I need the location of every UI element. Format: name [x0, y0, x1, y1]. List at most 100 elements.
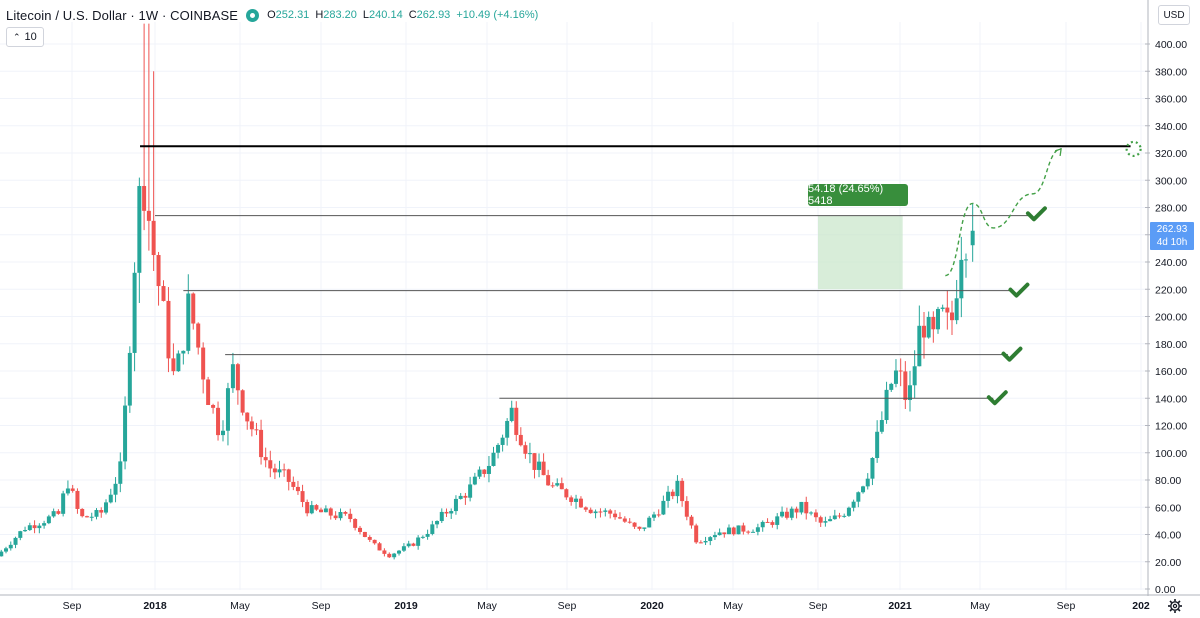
candle-body: [263, 457, 268, 461]
candle-body: [42, 523, 47, 526]
candle-body: [146, 210, 151, 221]
horizontal-levels[interactable]: [140, 145, 1131, 399]
y-tick-label: 200.00: [1155, 312, 1187, 324]
x-tick-label: 2020: [640, 600, 664, 612]
candle-body: [425, 533, 430, 537]
candle-body: [861, 486, 866, 493]
candle-body: [328, 508, 333, 516]
candle-body: [245, 412, 250, 422]
candle-body: [741, 525, 746, 532]
measure-box: [818, 215, 903, 290]
y-tick-label: 40.00: [1155, 530, 1181, 542]
y-tick-label: 20.00: [1155, 557, 1181, 569]
candle-body: [851, 501, 856, 508]
chevron-up-icon: ⌃: [13, 31, 21, 42]
x-tick-label: May: [477, 600, 498, 612]
currency-button[interactable]: USD: [1158, 5, 1190, 25]
candle-body: [491, 452, 496, 466]
x-tick-label: Sep: [809, 600, 828, 612]
candle-body: [608, 510, 613, 514]
candle-body: [132, 272, 137, 353]
candle-body: [186, 293, 191, 351]
checkmarks: [986, 206, 1047, 406]
candle-body: [569, 497, 574, 502]
candle-body: [51, 511, 56, 517]
candle-body: [959, 259, 964, 299]
last-price-tag: 262.93 4d 10h: [1150, 222, 1194, 250]
candle-body: [945, 307, 950, 313]
candle-body: [717, 532, 722, 536]
candle-body: [362, 531, 367, 537]
candle-body: [353, 518, 358, 528]
candle-body: [523, 445, 528, 454]
candle-body: [770, 522, 775, 525]
candle-body: [703, 541, 708, 543]
candle-body: [314, 505, 319, 510]
candle-body: [893, 370, 898, 384]
candle-body: [75, 490, 80, 509]
candle-body: [372, 539, 377, 544]
candle-body: [926, 316, 931, 338]
candle-body: [613, 513, 618, 518]
symbol-title[interactable]: Litecoin / U.S. Dollar · 1W · COINBASE: [6, 7, 239, 23]
candle-body: [444, 511, 449, 514]
candle-body: [799, 501, 804, 513]
candle-body: [84, 516, 89, 518]
candle-body: [348, 513, 353, 519]
y-tick-label: 220.00: [1155, 284, 1187, 296]
candle-body: [401, 546, 406, 551]
candle-body: [32, 525, 37, 529]
candle-body: [449, 511, 454, 514]
candle-body: [201, 347, 206, 380]
candle-body: [206, 379, 211, 406]
candle-body: [518, 434, 523, 446]
y-tick-label: 320.00: [1155, 148, 1187, 160]
candle-body: [856, 492, 861, 502]
measure-label[interactable]: 54.18 (24.65%) 5418: [808, 183, 908, 207]
projection-path: [945, 140, 1142, 277]
candle-body: [670, 491, 675, 497]
candle-body: [689, 516, 694, 526]
candle-body: [912, 366, 917, 386]
candle-body: [593, 511, 598, 514]
candle-body: [171, 358, 176, 372]
candle-body: [736, 525, 741, 535]
candle-body: [18, 531, 23, 538]
eye-icon[interactable]: [246, 8, 260, 22]
candle-body: [468, 484, 473, 498]
candle-body: [99, 510, 104, 513]
candle-body: [406, 543, 411, 547]
indicator-count-button[interactable]: ⌃ 10: [6, 27, 44, 47]
candle-body: [661, 500, 666, 515]
candle-body: [622, 518, 627, 522]
y-tick-label: 280.00: [1155, 203, 1187, 215]
candle-body: [176, 353, 181, 372]
settings-button[interactable]: [1165, 596, 1185, 616]
candle-body: [94, 510, 99, 517]
candle-body: [627, 521, 632, 523]
candle-body: [367, 536, 372, 540]
candle-body: [343, 512, 348, 514]
candle-body: [13, 537, 18, 545]
candle-body: [578, 498, 583, 508]
candle-body: [846, 507, 851, 516]
candle-body: [832, 515, 837, 520]
candle-body: [254, 429, 259, 431]
x-tick-label: Sep: [312, 600, 331, 612]
candle-body: [917, 325, 922, 367]
candle-body: [617, 517, 622, 519]
candle-body: [486, 465, 491, 474]
projection-curve: [945, 148, 1062, 277]
candle-body: [652, 514, 657, 518]
candle-body: [191, 293, 196, 324]
candle-body: [603, 510, 608, 512]
candle-body: [70, 488, 75, 491]
candle-body: [940, 307, 945, 309]
candle-body: [546, 475, 551, 486]
y-tick-label: 80.00: [1155, 475, 1181, 487]
y-tick-label: 400.00: [1155, 39, 1187, 51]
candle-body: [8, 544, 13, 549]
candle-body: [794, 508, 799, 513]
x-tick-label: Sep: [63, 600, 82, 612]
